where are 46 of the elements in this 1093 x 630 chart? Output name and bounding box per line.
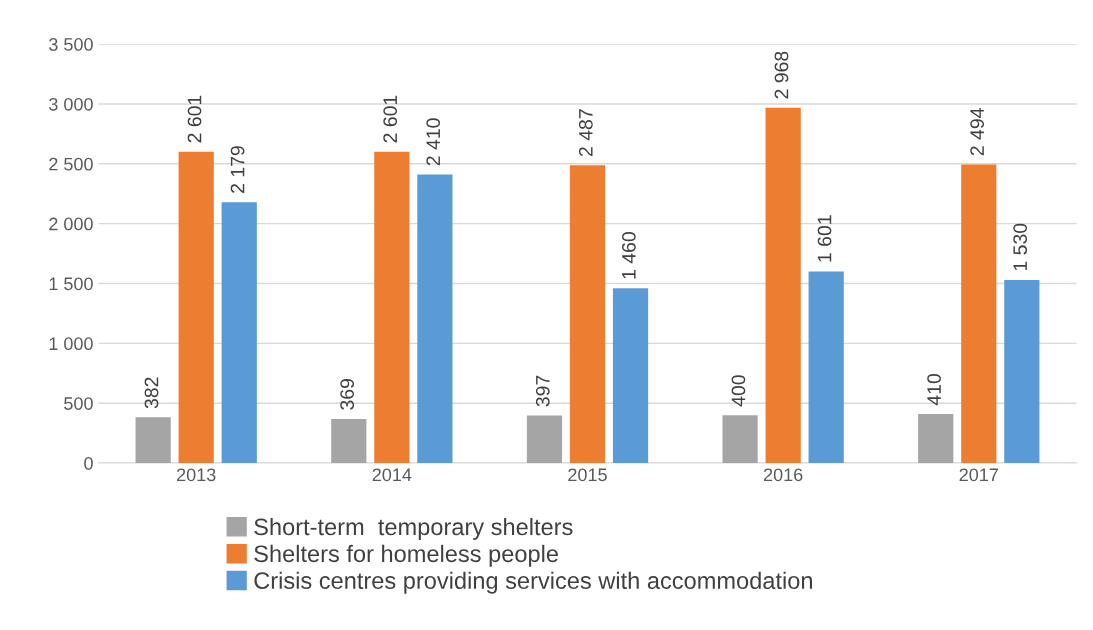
y-tick-label: 3 000 bbox=[49, 97, 93, 111]
legend-label: Short-term temporary shelters bbox=[254, 517, 573, 540]
bar bbox=[1004, 279, 1040, 464]
legend-label: Shelters for homeless people bbox=[254, 544, 558, 567]
bar bbox=[331, 418, 367, 464]
legend-label: Crisis centres providing services with accommodation bbox=[254, 571, 812, 594]
y-tick-label: 2 000 bbox=[49, 217, 93, 231]
data-label: 1 530 bbox=[1013, 223, 1028, 271]
data-label: 2 179 bbox=[230, 146, 245, 193]
data-label: 2 487 bbox=[578, 109, 593, 157]
data-label: 397 bbox=[535, 375, 550, 407]
y-tick-label: 1 000 bbox=[49, 337, 93, 351]
bar bbox=[722, 415, 758, 464]
data-label: 2 494 bbox=[970, 108, 984, 156]
data-label: 2 410 bbox=[426, 118, 441, 166]
bar bbox=[374, 151, 410, 464]
bar bbox=[417, 174, 453, 464]
x-tick-label: 2015 bbox=[568, 468, 607, 482]
x-tick-label: 2014 bbox=[372, 468, 412, 482]
y-tick-label: 500 bbox=[64, 397, 93, 410]
data-label: 2 601 bbox=[383, 95, 398, 143]
y-tick-label: 1 500 bbox=[49, 277, 93, 291]
bar bbox=[569, 165, 606, 464]
y-tick-label: 0 bbox=[84, 456, 93, 470]
data-label: 1 460 bbox=[621, 232, 636, 279]
data-label: 369 bbox=[340, 379, 355, 410]
y-tick-label: 2 500 bbox=[49, 157, 93, 171]
bar bbox=[918, 413, 954, 464]
bar bbox=[526, 415, 563, 464]
data-label: 1 601 bbox=[817, 215, 832, 262]
bar bbox=[612, 288, 649, 464]
x-tick-label: 2017 bbox=[959, 468, 998, 482]
bar bbox=[961, 164, 997, 464]
x-tick-label: 2013 bbox=[177, 468, 216, 482]
data-label: 382 bbox=[144, 377, 159, 409]
data-label: 400 bbox=[731, 375, 746, 407]
bar bbox=[808, 271, 844, 464]
bar bbox=[765, 107, 801, 464]
bar bbox=[221, 202, 257, 464]
bar bbox=[178, 151, 214, 464]
data-label: 2 601 bbox=[187, 95, 202, 143]
x-tick-label: 2016 bbox=[763, 468, 803, 482]
data-label: 410 bbox=[927, 373, 941, 406]
y-tick-label: 3 500 bbox=[49, 38, 93, 51]
data-label: 2 968 bbox=[774, 51, 789, 99]
bar bbox=[135, 417, 171, 464]
